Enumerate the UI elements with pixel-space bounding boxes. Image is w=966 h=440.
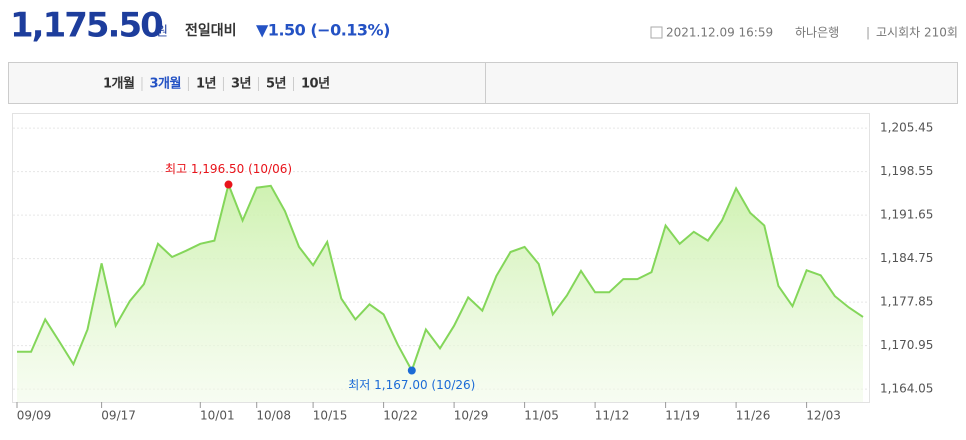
tab[interactable]: 10년: [301, 77, 330, 92]
y-tick-label: 1,177.85: [880, 295, 933, 309]
y-tick-label: 1,191.65: [880, 208, 933, 222]
plot-frame: [12, 113, 870, 403]
tab[interactable]: 1개월: [103, 76, 135, 92]
bank: 하나은행: [795, 25, 839, 40]
x-tick-label: 09/09: [17, 409, 52, 423]
tab[interactable]: 1년: [196, 77, 217, 92]
x-tick-label: 11/12: [595, 409, 630, 423]
y-tick-label: 1,170.95: [880, 338, 933, 352]
line: [17, 181, 864, 373]
separator: |: [866, 26, 870, 40]
max-label: 최고 1,196.50 (10/06): [165, 162, 292, 176]
x-tick-label: 11/19: [665, 409, 700, 423]
tab[interactable]: 3년: [231, 77, 252, 92]
x-tick-label: 12/03: [806, 409, 841, 423]
x-tick-label: 10/08: [256, 409, 291, 423]
calendar-icon: [650, 26, 663, 39]
tab[interactable]: 5년: [266, 77, 287, 92]
x-tick-label: 11/26: [736, 409, 771, 423]
x-tick-label: 10/01: [200, 409, 235, 423]
x-tick-label: 10/22: [383, 409, 418, 423]
x-tick-label: 11/05: [524, 409, 559, 423]
y-tick-label: 1,184.75: [880, 251, 933, 265]
price: 1,175.50: [10, 6, 163, 46]
x-tick-label: 10/29: [454, 409, 489, 423]
max-point: [224, 180, 233, 189]
min-label: 최저 1,167.00 (10/26): [348, 378, 475, 392]
x-tick-label: 10/15: [313, 409, 348, 423]
currency: 원: [156, 25, 168, 40]
datetime: 2021.12.09 16:59: [666, 26, 773, 40]
tab[interactable]: 3개월: [149, 76, 181, 92]
x-tick-label: 09/17: [101, 409, 136, 423]
area: [17, 184, 863, 402]
change-label: 전일대비: [185, 22, 237, 39]
y-tick-label: 1,198.55: [880, 164, 933, 178]
round: 고시회차 210회: [876, 26, 958, 40]
min-point: [407, 366, 416, 375]
y-tick-label: 1,205.45: [880, 121, 933, 135]
y-tick-label: 1,164.05: [880, 382, 933, 396]
tab-bar: [8, 62, 958, 104]
change: ▼1.50 (−0.13%): [256, 21, 390, 40]
